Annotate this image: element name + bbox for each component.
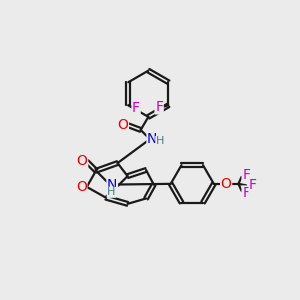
Text: O: O — [221, 177, 232, 191]
Text: F: F — [242, 186, 250, 200]
Text: H: H — [107, 187, 116, 197]
Text: F: F — [242, 168, 250, 182]
Text: N: N — [107, 178, 117, 192]
Text: F: F — [249, 178, 257, 192]
Text: O: O — [77, 154, 88, 168]
Text: F: F — [155, 100, 163, 114]
Text: O: O — [76, 180, 87, 194]
Text: H: H — [156, 136, 164, 146]
Text: N: N — [147, 132, 158, 146]
Text: F: F — [132, 101, 140, 116]
Text: O: O — [118, 118, 128, 132]
